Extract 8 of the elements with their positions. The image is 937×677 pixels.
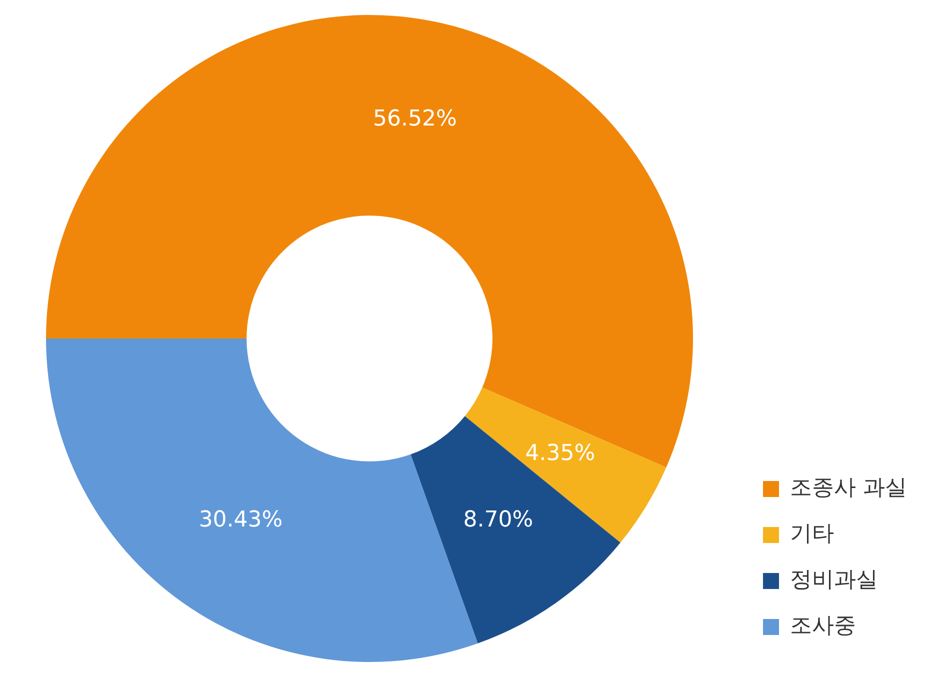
- legend-label: 조사중: [790, 614, 856, 639]
- legend-label: 정비과실: [790, 568, 878, 593]
- data-label: 4.35%: [525, 441, 596, 466]
- legend-label: 조종사 과실: [790, 476, 908, 501]
- data-label: 8.70%: [463, 508, 534, 533]
- data-label: 56.52%: [372, 106, 457, 132]
- legend-label: 기타: [790, 522, 834, 547]
- data-label: 30.43%: [198, 508, 283, 533]
